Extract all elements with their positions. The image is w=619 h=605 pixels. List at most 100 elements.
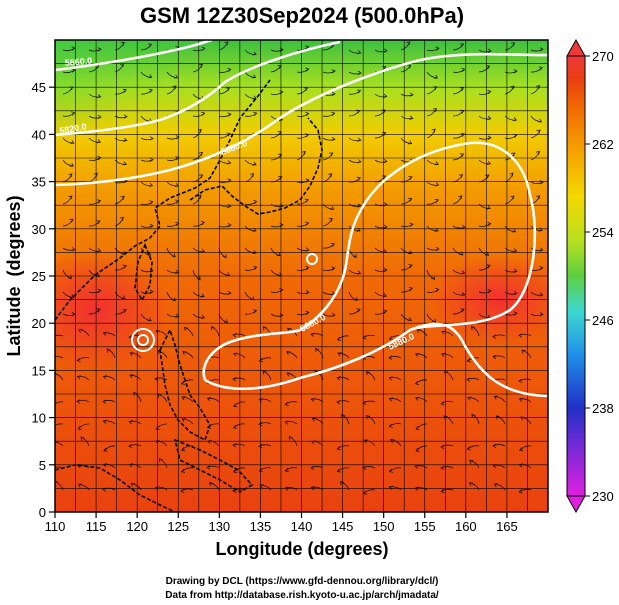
streamline-arrowhead — [181, 396, 186, 401]
x-axis: 110 115 120 125 130 135 140 145 150 155 160 165 — [45, 512, 518, 534]
grid-lines — [55, 40, 548, 512]
credit-line-2: Data from http://database.rish.kyoto-u.a… — [165, 590, 439, 601]
streamline-arrowhead — [148, 88, 153, 93]
streamline-arrowhead — [538, 66, 543, 71]
streamline-arrowhead — [414, 464, 419, 469]
streamline-arrowhead — [486, 205, 491, 210]
streamline-arrowhead — [76, 375, 82, 380]
streamline-arrowhead — [252, 161, 257, 166]
streamline-arrowhead — [357, 70, 362, 75]
streamline-arrowhead — [518, 489, 523, 494]
streamline-arrowhead — [259, 484, 264, 489]
streamline-arrowhead — [252, 249, 257, 254]
streamline-arrowhead — [175, 221, 180, 226]
streamline-arrowhead — [95, 273, 100, 277]
coastlines — [55, 79, 323, 512]
x-tick-label: 160 — [455, 519, 477, 534]
streamline-arrowhead — [487, 222, 492, 227]
streamline — [55, 334, 64, 337]
credit-line-1: Drawing by DCL (https://www.gfd-dennou.o… — [166, 576, 439, 587]
streamline-arrowhead — [222, 254, 227, 259]
streamline-arrowhead — [487, 115, 492, 121]
streamline-arrowhead — [198, 152, 204, 156]
streamline-arrowhead — [357, 159, 362, 164]
streamline-arrowhead — [200, 314, 206, 319]
streamline-arrowhead — [223, 319, 228, 324]
streamline-arrowhead — [356, 176, 362, 181]
streamline-arrowhead — [97, 114, 102, 120]
streamline-arrowhead — [536, 195, 541, 200]
streamline-arrowhead — [407, 64, 412, 69]
streamline-arrowhead — [68, 195, 73, 200]
streamline-arrowhead — [435, 287, 440, 293]
y-tick-label: 20 — [32, 316, 46, 331]
streamline-arrowhead — [196, 276, 201, 281]
streamline-arrowhead — [362, 490, 367, 495]
streamline-arrowhead — [147, 317, 152, 322]
streamline-arrowhead — [487, 89, 492, 95]
streamline-arrowhead — [388, 397, 394, 402]
streamline-arrowhead — [305, 290, 310, 295]
streamline-arrowhead — [328, 217, 333, 222]
streamline-arrowhead — [467, 396, 472, 401]
streamline-arrowhead — [180, 488, 185, 493]
streamline-arrowhead — [172, 85, 177, 90]
streamline-arrowhead — [304, 198, 309, 203]
streamline-arrowhead — [310, 397, 315, 402]
streamline-arrowhead — [122, 161, 127, 166]
streamline-arrowhead — [511, 152, 516, 157]
streamline — [55, 401, 64, 405]
streamline-arrowhead — [356, 270, 362, 275]
streamline-arrowhead — [383, 93, 388, 99]
streamline-arrowhead — [123, 114, 128, 119]
streamline-arrowhead — [443, 415, 448, 420]
streamline-arrowhead — [486, 160, 492, 165]
streamline-arrowhead — [330, 242, 336, 247]
x-tick-label: 165 — [496, 519, 518, 534]
streamline-arrowhead — [518, 397, 523, 402]
x-tick-label: 145 — [332, 519, 354, 534]
streamline-arrowhead — [122, 88, 127, 93]
streamline-arrowhead — [102, 419, 107, 424]
streamline-arrowhead — [77, 483, 83, 488]
streamline-arrowhead — [158, 458, 163, 463]
streamline-arrowhead — [305, 67, 310, 72]
streamline-arrowhead — [511, 42, 516, 47]
streamline-arrowhead — [227, 290, 232, 296]
streamline-arrowhead — [383, 309, 388, 314]
streamline-arrowhead — [198, 63, 203, 68]
streamline-arrowhead — [147, 43, 153, 48]
streamline-arrowhead — [71, 111, 76, 116]
streamline-arrowhead — [510, 195, 515, 200]
streamline-arrowhead — [381, 109, 387, 114]
streamline-arrowhead — [471, 413, 476, 418]
streamline-arrowhead — [315, 348, 320, 353]
streamline-arrowhead — [459, 43, 465, 48]
streamline-arrowhead — [71, 247, 76, 252]
streamline-arrowhead — [149, 136, 154, 141]
streamline-arrowhead — [122, 308, 127, 313]
x-tick-label: 155 — [414, 519, 436, 534]
streamline-arrowhead — [461, 270, 466, 275]
streamline-arrowhead — [329, 152, 334, 157]
streamline-arrowhead — [51, 356, 54, 360]
streamline-arrowhead — [539, 292, 544, 297]
streamline-arrowhead — [336, 446, 341, 451]
streamline-arrowhead — [121, 295, 126, 300]
streamline-arrowhead — [383, 48, 388, 53]
streamline-arrowhead — [469, 459, 474, 464]
streamline-arrowhead — [466, 358, 471, 363]
x-tick-label: 120 — [126, 519, 148, 534]
streamline-arrowhead — [301, 150, 306, 155]
streamline-arrowhead — [129, 374, 134, 379]
streamline-arrowhead — [513, 248, 518, 253]
streamline-arrowhead — [535, 84, 541, 89]
streamline-arrowhead — [441, 330, 446, 335]
streamline-arrowhead — [278, 176, 283, 180]
streamline-arrowhead — [513, 69, 518, 74]
streamline-arrowhead — [262, 326, 267, 331]
streamline-arrowhead — [468, 482, 473, 487]
streamline — [55, 423, 64, 426]
streamline-arrowhead — [357, 137, 362, 142]
streamline-arrowhead — [466, 377, 471, 382]
